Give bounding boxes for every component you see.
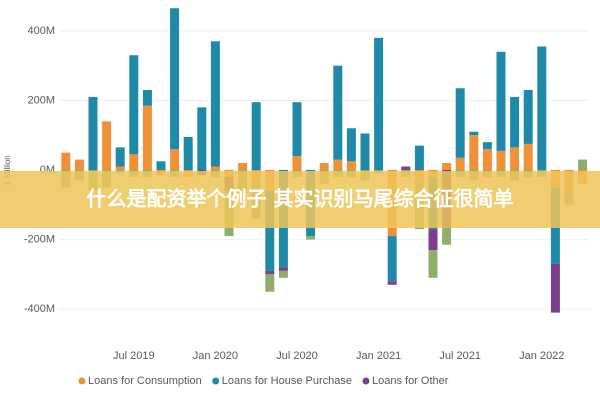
y-tick-label: 200M [27, 94, 55, 106]
bar-segment [292, 156, 302, 170]
bar-segment [292, 102, 302, 157]
bar-segment [387, 281, 397, 285]
bar-segment [428, 250, 438, 278]
bar-segment [156, 161, 166, 170]
bar-segment [115, 147, 125, 167]
bar-segment [455, 157, 465, 170]
y-axis-label: £ Million [3, 155, 12, 184]
bar-segment [550, 263, 560, 313]
bar-segment [183, 136, 193, 170]
bar-segment [102, 121, 112, 170]
bar-segment [265, 270, 275, 275]
bar-segment [265, 274, 275, 292]
bar-segment [88, 96, 98, 170]
bar-segment [537, 46, 547, 170]
x-tick-label: Jan 2022 [519, 350, 564, 362]
bar-segment [414, 145, 424, 170]
bar-segment [251, 102, 261, 170]
bar-segment [510, 96, 520, 148]
bar-segment [129, 154, 139, 170]
bar-segment [346, 161, 356, 170]
bar-segment [374, 37, 384, 171]
bar-segment [142, 105, 152, 170]
x-tick-label: Jan 2020 [193, 350, 238, 362]
bar-segment [210, 41, 220, 167]
x-tick-label: Jul 2020 [276, 350, 318, 362]
bar-segment [129, 55, 139, 155]
bar-segment [278, 267, 288, 271]
legend-label: Loans for Consumption [88, 375, 202, 387]
bar-segment [333, 65, 343, 160]
bar-segment [333, 159, 343, 170]
bar-segment [401, 166, 411, 170]
bar-segment [442, 163, 452, 170]
legend-marker [362, 377, 370, 385]
bar-segment [496, 150, 506, 170]
y-tick-label: -200M [24, 233, 55, 245]
bar-segment [142, 90, 152, 106]
x-tick-label: Jul 2019 [113, 350, 155, 362]
bar-segment [442, 227, 452, 245]
bar-segment [265, 190, 275, 271]
bar-segment [210, 166, 220, 170]
bar-segment [61, 152, 71, 170]
bar-segment [482, 149, 492, 170]
bar-segment [482, 142, 492, 150]
bar-segment [319, 163, 329, 170]
bar-segment [496, 51, 506, 151]
bar-segment [306, 236, 316, 240]
bar-segment [74, 159, 84, 170]
bar-segment [469, 135, 479, 170]
banner [0, 171, 600, 228]
bar-segment [346, 128, 356, 162]
y-tick-label: -400M [24, 303, 55, 315]
bar-segment [238, 163, 248, 170]
bar-segment [170, 8, 180, 150]
legend-label: Loans for House Purchase [222, 375, 352, 387]
bar-segment [115, 166, 125, 170]
x-tick-label: Jan 2021 [356, 350, 401, 362]
bar-segment [360, 133, 370, 170]
bar-segment [523, 90, 533, 144]
bar-segment [510, 147, 520, 170]
bar-segment [428, 229, 438, 250]
banner-text: 什么是配资举个例子 其实识别马尾综合征很简单 [87, 187, 514, 211]
bar-segment [578, 159, 588, 170]
bar-segment [455, 88, 465, 158]
bar-segment [523, 143, 533, 170]
legend-marker [212, 377, 220, 385]
x-tick-label: Jul 2021 [439, 350, 481, 362]
legend-label: Loans for Other [372, 375, 449, 387]
bar-segment [387, 236, 397, 282]
bar-segment [197, 107, 207, 170]
legend-marker [78, 377, 86, 385]
bar-segment [469, 131, 479, 136]
bar-segment [278, 270, 288, 278]
y-tick-label: 400M [27, 25, 55, 37]
bar-segment [170, 149, 180, 170]
